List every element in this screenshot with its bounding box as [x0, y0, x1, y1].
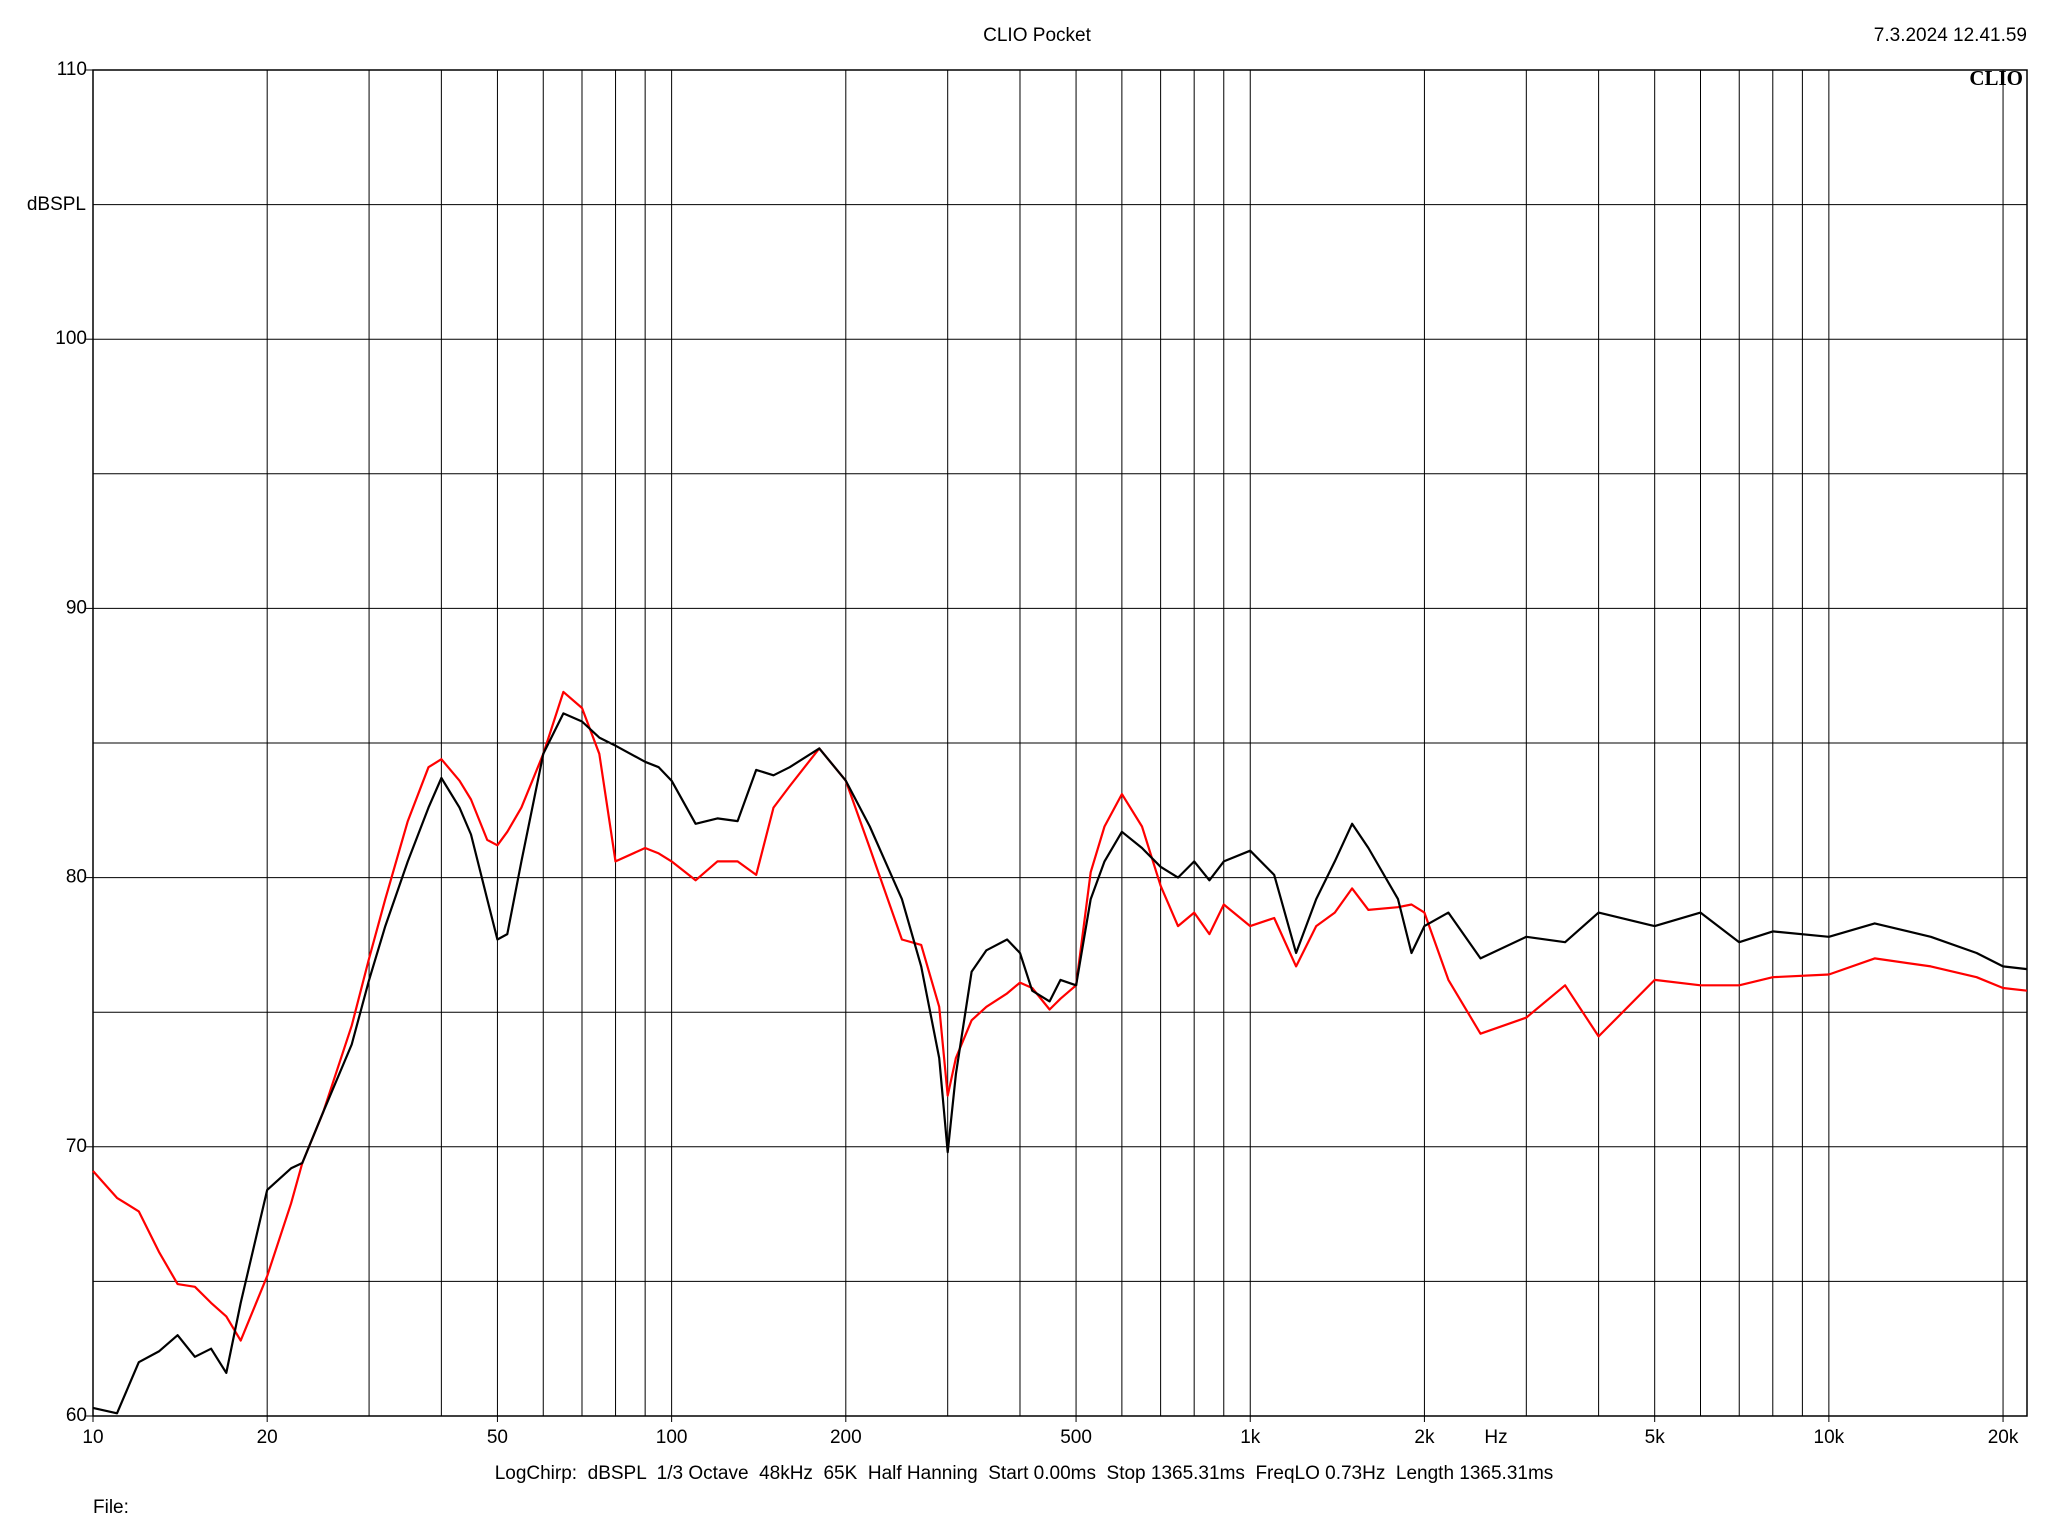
y-tick-label: 100 — [55, 328, 87, 349]
y-axis-label: dBSPL — [27, 194, 86, 215]
x-tick-label: 20k — [1988, 1427, 2019, 1448]
data-line — [92, 712, 2028, 1415]
file-label: File: — [93, 1497, 129, 1518]
x-tick-label: 1k — [1240, 1427, 1261, 1448]
x-tick-label: 200 — [830, 1427, 862, 1448]
y-tick-label: 60 — [66, 1405, 87, 1426]
x-tick-label: 50 — [487, 1427, 508, 1448]
x-tick-label: 10k — [1814, 1427, 1845, 1448]
footer: LogChirp: dBSPL 1/3 Octave 48kHz 65K Hal… — [495, 1463, 1554, 1484]
x-axis-label: Hz — [1484, 1427, 1507, 1448]
x-tick-label: 10 — [82, 1427, 103, 1448]
x-tick-label: 500 — [1060, 1427, 1092, 1448]
timestamp: 7.3.2024 12.41.59 — [1874, 25, 2027, 46]
y-tick-label: 90 — [66, 597, 87, 618]
data-line — [92, 690, 2028, 1342]
chart-title: CLIO Pocket — [983, 25, 1091, 46]
plot-frame — [92, 69, 2028, 1417]
x-tick-label: 100 — [656, 1427, 688, 1448]
y-tick-label: 70 — [66, 1136, 87, 1157]
y-tick-label: 80 — [66, 867, 87, 888]
y-tick-label: 110 — [57, 59, 87, 80]
x-tick-label: 2k — [1414, 1427, 1435, 1448]
x-tick-label: 20 — [257, 1427, 278, 1448]
x-tick-label: 5k — [1645, 1427, 1666, 1448]
